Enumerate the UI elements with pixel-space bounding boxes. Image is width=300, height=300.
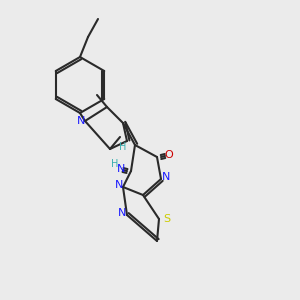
Text: N: N: [117, 164, 125, 174]
Text: O: O: [165, 150, 173, 160]
Text: N: N: [162, 172, 170, 182]
Text: N: N: [118, 208, 126, 218]
Text: H: H: [111, 159, 119, 169]
Text: S: S: [164, 214, 171, 224]
Text: N: N: [115, 180, 123, 190]
Text: N: N: [77, 116, 85, 126]
Text: H: H: [119, 142, 127, 152]
